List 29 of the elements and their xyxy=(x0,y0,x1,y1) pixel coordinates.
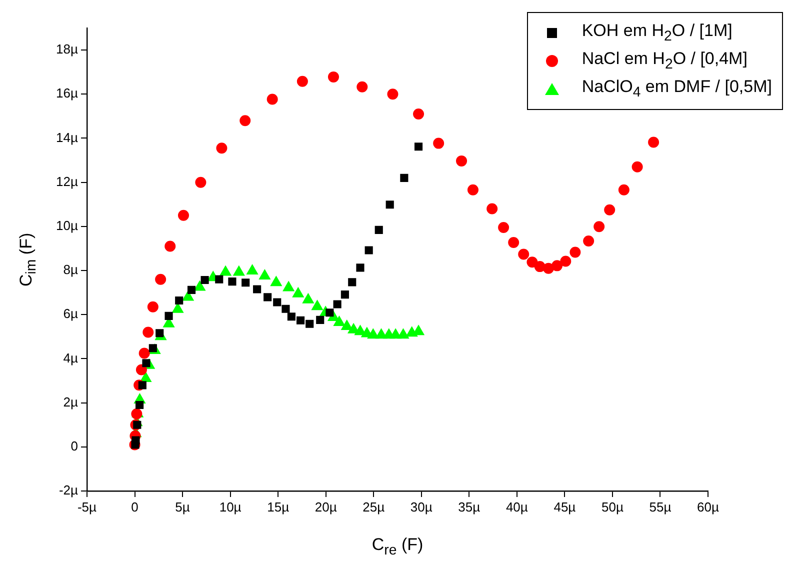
x-tick-label: 30µ xyxy=(410,499,433,514)
x-tick-label: -5µ xyxy=(77,499,98,514)
x-tick-label: 45µ xyxy=(554,499,576,514)
y-tick-label: 14µ xyxy=(56,130,79,145)
x-tick-label: 5µ xyxy=(175,499,190,514)
x-tick-label: 0 xyxy=(131,499,138,514)
x-tick-label: 15µ xyxy=(267,499,290,514)
y-tick-label: 16µ xyxy=(56,86,79,101)
y-tick-label: 8µ xyxy=(63,262,78,278)
x-tick-label: 55µ xyxy=(649,499,672,514)
y-tick-label: -2µ xyxy=(58,482,78,498)
y-tick-label: 18µ xyxy=(56,42,79,57)
x-tick-label: 60µ xyxy=(697,499,720,514)
y-tick-label: 2µ xyxy=(63,394,78,410)
legend-label: NaCl em H$_{2}$O / [0,4M] xyxy=(582,49,748,73)
x-tick-label: 50µ xyxy=(601,499,624,514)
y-tick-label: 4µ xyxy=(63,350,78,366)
legend-label: KOH em H$_{2}$O / [1M] xyxy=(582,21,732,45)
y-tick-label: 10µ xyxy=(56,218,79,234)
legend-label: NaClO$_{4}$ em DMF / [0,5M] xyxy=(582,77,772,101)
x-tick-label: 20µ xyxy=(314,499,338,514)
x-tick-label: 10µ xyxy=(219,499,242,514)
y-tick-label: 12µ xyxy=(56,174,79,189)
x-tick-label: 40µ xyxy=(506,499,528,514)
y-tick-label: 6µ xyxy=(63,306,78,322)
x-axis-title: C$_{re}$ (F) xyxy=(370,535,424,558)
x-tick-label: 25µ xyxy=(362,499,386,514)
x-tick-label: 35µ xyxy=(458,499,481,514)
y-tick-label: 0 xyxy=(70,438,78,454)
